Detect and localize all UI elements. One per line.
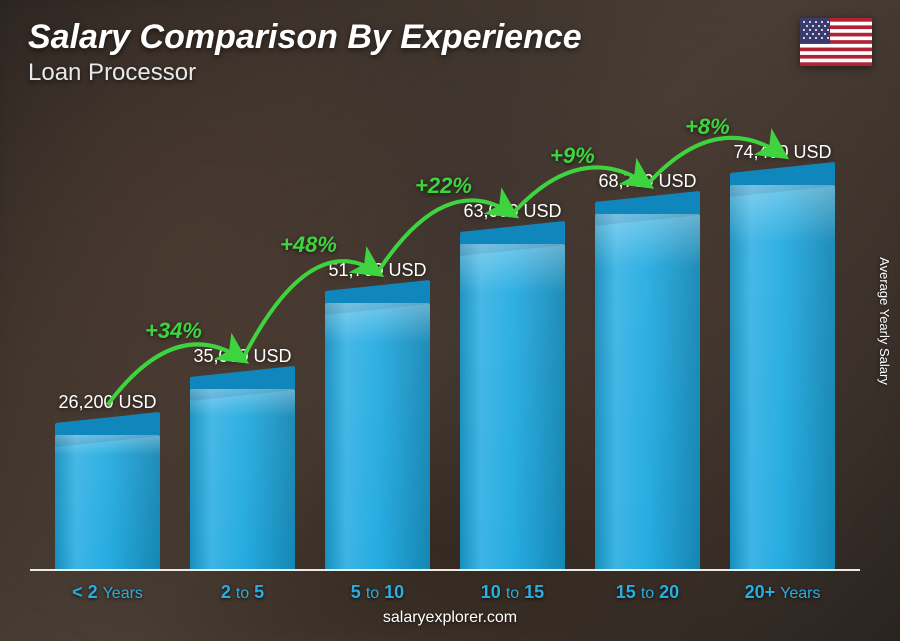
growth-arrow [242, 261, 377, 359]
chart-title: Salary Comparison By Experience [28, 18, 872, 57]
growth-arrow [377, 200, 512, 272]
header: Salary Comparison By Experience Loan Pro… [28, 18, 872, 87]
bar-category-label: 20+ Years [688, 582, 877, 603]
country-flag-icon [800, 18, 872, 66]
growth-arrows-layer [40, 100, 850, 571]
y-axis-label: Average Yearly Salary [877, 257, 892, 385]
growth-arrow [512, 167, 647, 214]
growth-arrow [107, 344, 242, 405]
chart-subtitle: Loan Processor [28, 59, 872, 87]
bar-chart: 26,200 USD< 2 Years35,000 USD2 to 551,70… [40, 100, 850, 571]
growth-arrow [647, 138, 782, 185]
footer-attribution: salaryexplorer.com [0, 609, 900, 627]
